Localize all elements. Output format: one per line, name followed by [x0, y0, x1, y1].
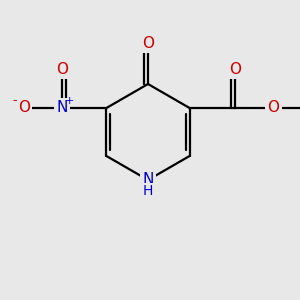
Text: O: O: [18, 100, 30, 116]
Text: N: N: [57, 100, 68, 116]
Text: +: +: [64, 96, 74, 106]
Text: O: O: [268, 100, 280, 116]
Text: O: O: [56, 62, 68, 77]
Text: O: O: [142, 36, 154, 51]
Text: O: O: [229, 62, 241, 77]
Text: -: -: [13, 94, 17, 107]
Text: H: H: [143, 184, 153, 198]
Text: N: N: [142, 172, 154, 187]
